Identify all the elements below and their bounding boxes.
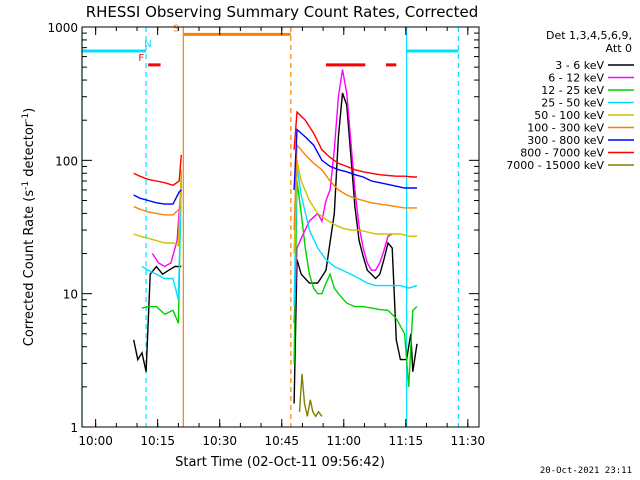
y-axis-label: Corrected Count Rate (s-1 detector-1)	[21, 108, 37, 346]
series-line-7	[133, 110, 417, 187]
series-line-4	[133, 160, 417, 254]
y-axis-label-sup2: -1	[21, 113, 31, 122]
y-axis: 1 10 100 1000	[47, 21, 479, 435]
series-lines	[133, 69, 418, 418]
series-line-8	[298, 373, 323, 418]
y-axis-label-main: Corrected Count Rate (s	[22, 190, 37, 347]
flag-label-0: N	[144, 39, 151, 50]
legend-label-0: 3 - 6 keV	[555, 59, 604, 72]
y-tick-label-0: 1	[70, 421, 78, 435]
x-tick-label-3: 10:45	[264, 434, 299, 448]
state-flags: N S F	[82, 23, 459, 67]
legend-label-6: 300 - 800 keV	[527, 134, 604, 147]
y-tick-label-3: 1000	[47, 21, 78, 35]
flag-label-2: F	[138, 53, 144, 64]
legend-label-2: 12 - 25 keV	[541, 84, 604, 97]
y-axis-label-end: )	[22, 108, 37, 113]
plot-area: N S F	[81, 23, 480, 428]
legend-header-2: Att 0	[606, 42, 632, 55]
legend-label-7: 800 - 7000 keV	[520, 147, 604, 160]
vertical-markers	[81, 27, 459, 427]
plot-frame	[81, 26, 480, 428]
x-tick-label-4: 11:00	[326, 434, 361, 448]
legend-label-3: 25 - 50 keV	[541, 97, 604, 110]
x-tick-label-6: 11:30	[451, 434, 486, 448]
y-axis-label-sup1: -1	[21, 181, 31, 190]
y-tick-label-1: 10	[63, 288, 78, 302]
x-axis-label: Start Time (02-Oct-11 09:56:42)	[175, 455, 385, 470]
x-tick-label-5: 11:15	[389, 434, 424, 448]
legend-label-5: 100 - 300 keV	[527, 122, 604, 135]
series-line-3	[141, 166, 418, 307]
x-tick-label-2: 10:30	[202, 434, 237, 448]
y-axis-label-mid: detector	[22, 121, 37, 181]
series-line-1	[151, 69, 393, 324]
series-line-0	[133, 92, 418, 404]
series-line-5	[133, 143, 417, 231]
legend-label-1: 6 - 12 keV	[548, 72, 604, 85]
legend-label-4: 50 - 100 keV	[534, 109, 604, 122]
x-tick-label-1: 10:15	[140, 434, 175, 448]
legend-header-1: Det 1,3,4,5,6,9,	[546, 29, 632, 42]
timestamp: 20-Oct-2021 23:11	[539, 466, 632, 476]
y-tick-label-2: 100	[55, 154, 78, 168]
x-tick-label-0: 10:00	[78, 434, 113, 448]
x-axis: 10:00 10:15 10:30 10:45 11:00 11:15 11:30	[78, 27, 485, 448]
series-line-6	[133, 128, 417, 205]
series-line-2	[141, 173, 418, 387]
chart-title: RHESSI Observing Summary Count Rates, Co…	[86, 3, 479, 21]
flag-label-1: S	[173, 23, 179, 34]
legend-label-8: 7000 - 15000 keV	[506, 159, 604, 172]
